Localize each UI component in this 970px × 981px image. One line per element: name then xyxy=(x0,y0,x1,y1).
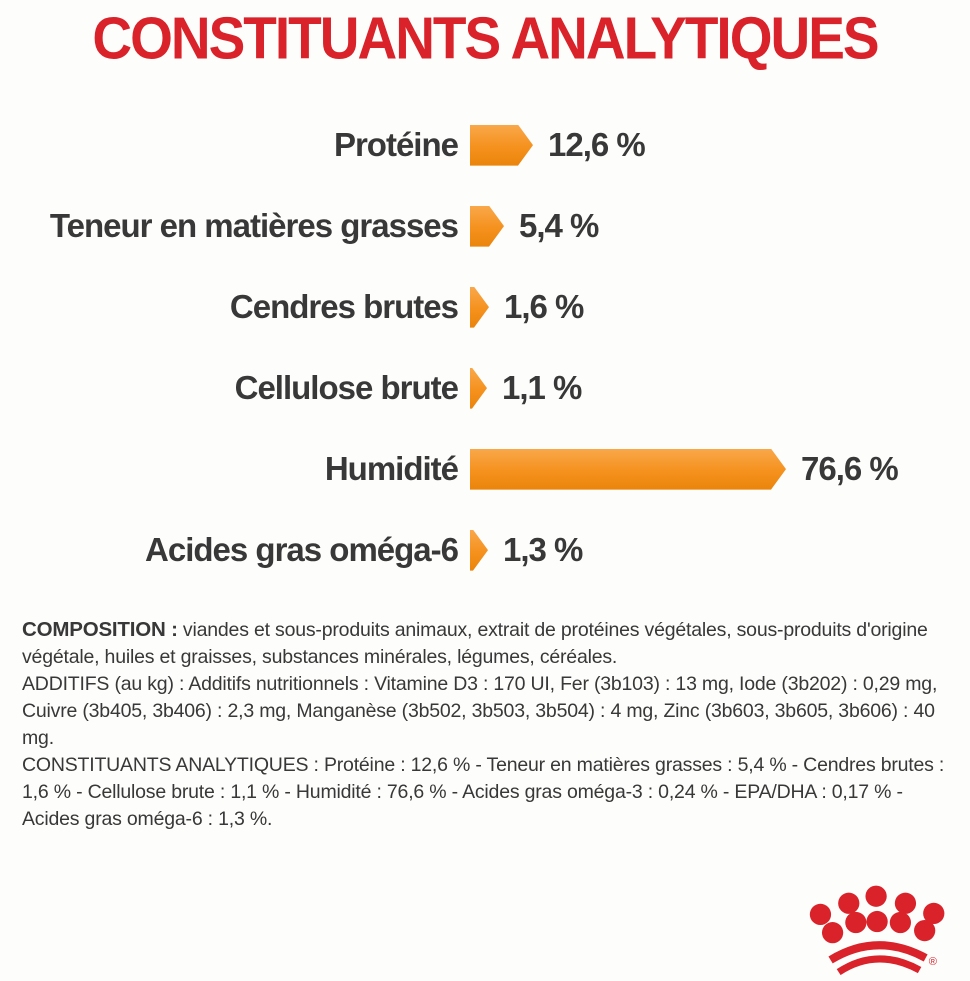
value-bar xyxy=(470,206,504,247)
paragraph-lead-label: COMPOSITION : xyxy=(22,617,178,641)
value-label: 1,3 % xyxy=(503,531,583,569)
category-label: Protéine xyxy=(333,126,459,164)
value-label: 1,6 % xyxy=(504,288,584,326)
paragraph-text: ADDITIFS (au kg) : Additifs nutritionnel… xyxy=(22,672,938,749)
category-label: Cellulose brute xyxy=(234,369,459,407)
category-label: Humidité xyxy=(324,450,459,488)
royal-canin-crown-logo: ® xyxy=(809,885,945,975)
category-label: Acides gras oméga-6 xyxy=(145,531,459,569)
value-bar xyxy=(470,125,533,166)
fine-print-block: COMPOSITION : viandes et sous-produits a… xyxy=(22,616,950,833)
fine-print-paragraph: COMPOSITION : viandes et sous-produits a… xyxy=(22,616,950,671)
value-label: 5,4 % xyxy=(519,207,599,245)
product-label: { "title": { "text": "CONSTITUANTS ANALY… xyxy=(0,4,970,981)
value-bar xyxy=(470,368,487,409)
chart-row: Protéine 12,6 % xyxy=(0,105,970,186)
category-label: Teneur en matières grasses xyxy=(49,207,459,245)
chart-row: Cendres brutes 1,6 % xyxy=(0,267,970,348)
fine-print-paragraph: CONSTITUANTS ANALYTIQUES : Protéine : 12… xyxy=(22,752,950,833)
fine-print-paragraph: ADDITIFS (au kg) : Additifs nutritionnel… xyxy=(22,671,950,752)
constituents-chart: Protéine 12,6 % Teneur en matières grasses… xyxy=(0,105,970,591)
value-bar xyxy=(470,287,489,328)
value-bar xyxy=(470,449,786,490)
value-bar xyxy=(470,530,488,571)
paragraph-text: CONSTITUANTS ANALYTIQUES : Protéine : 12… xyxy=(22,753,945,830)
category-label: Cendres brutes xyxy=(229,288,459,326)
chart-row: Humidité 76,6 % xyxy=(0,429,970,510)
crown-dots xyxy=(809,885,945,944)
crown-arcs xyxy=(828,941,928,975)
chart-row: Acides gras oméga-6 1,3 % xyxy=(0,510,970,591)
page-title: CONSTITUANTS ANALYTIQUES xyxy=(92,4,879,72)
registered-trademark-icon: ® xyxy=(929,956,938,968)
paragraph-text: viandes et sous-produits animaux, extrai… xyxy=(22,618,928,668)
chart-row: Teneur en matières grasses 5,4 % xyxy=(0,186,970,267)
value-label: 12,6 % xyxy=(548,126,646,164)
value-label: 76,6 % xyxy=(801,450,899,488)
value-label: 1,1 % xyxy=(502,369,582,407)
chart-row: Cellulose brute 1,1 % xyxy=(0,348,970,429)
